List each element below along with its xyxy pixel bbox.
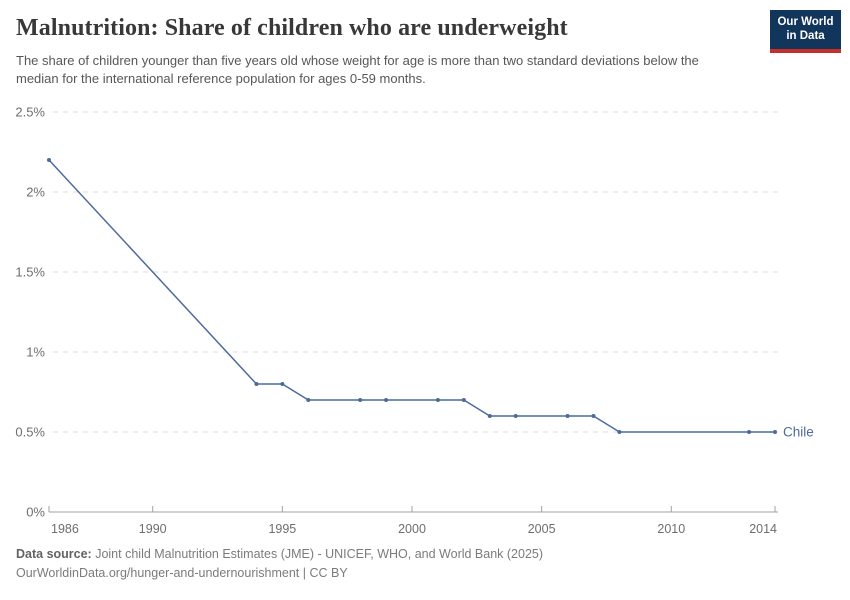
y-tick-label: 0% [26,505,45,520]
url-license-line[interactable]: OurWorldinData.org/hunger-and-undernouri… [16,565,348,580]
x-tick-label: 2000 [398,522,426,536]
y-tick-label: 2% [26,185,45,200]
x-tick-label: 1986 [51,522,79,536]
data-point[interactable] [487,414,492,418]
owid-logo-line1: Our World [777,16,834,29]
data-point[interactable] [254,382,259,386]
data-point[interactable] [565,414,570,418]
series-label[interactable]: Chile [783,425,814,440]
owid-logo-line2: in Data [786,29,825,42]
chart-footer: Data source: Joint child Malnutrition Es… [16,545,543,583]
chart-title: Malnutrition: Share of children who are … [16,15,568,41]
data-source-line: Data source: Joint child Malnutrition Es… [16,545,543,564]
x-tick-label: 2005 [528,522,556,536]
trend-line[interactable] [48,159,775,433]
data-source-label: Data source: [16,547,92,561]
data-point[interactable] [47,158,51,162]
data-point[interactable] [280,382,285,386]
x-tick-label: 2014 [749,522,777,536]
y-tick-label: 2.5% [15,105,45,120]
data-point[interactable] [306,398,311,402]
data-point[interactable] [358,398,363,402]
x-tick-label: 1990 [139,522,167,536]
y-tick-label: 1% [26,345,45,360]
data-point[interactable] [747,430,752,434]
data-point[interactable] [435,398,440,402]
y-tick-label: 0.5% [15,425,45,440]
x-tick-label: 1995 [268,522,296,536]
y-tick-label: 1.5% [15,265,45,280]
data-point[interactable] [384,398,389,402]
data-point[interactable] [617,430,622,434]
data-source-text: Joint child Malnutrition Estimates (JME)… [91,547,544,561]
data-point[interactable] [461,398,466,402]
data-point[interactable] [773,430,777,434]
chart-subtitle: The share of children younger than five … [16,53,699,87]
data-point[interactable] [513,414,518,418]
data-point[interactable] [591,414,596,418]
x-tick-label: 2010 [657,522,685,536]
owid-logo[interactable]: Our World in Data [770,10,841,53]
